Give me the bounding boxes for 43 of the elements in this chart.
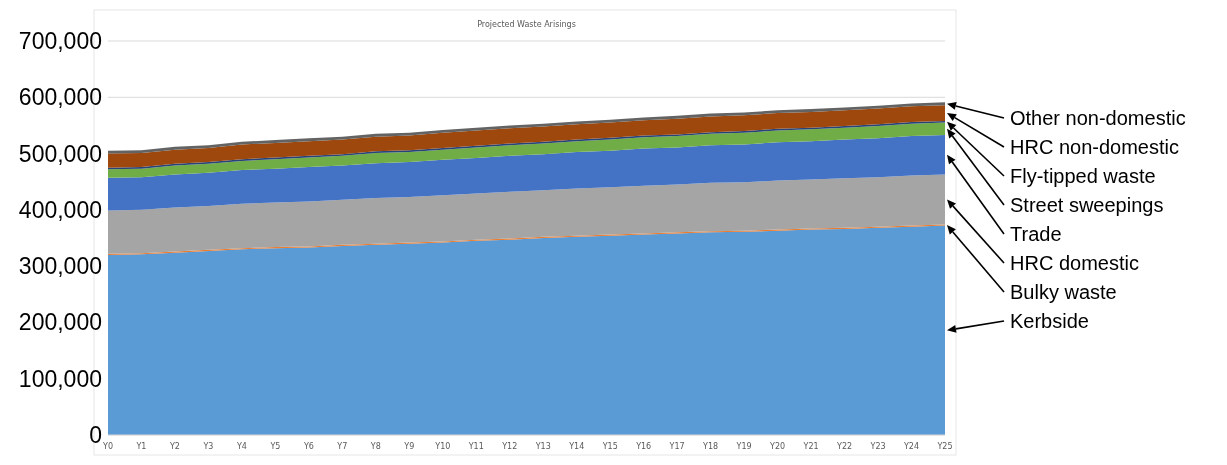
- x-tick-label: Y18: [702, 442, 719, 451]
- x-tick-label: Y17: [668, 442, 685, 451]
- x-tick-label: Y25: [936, 442, 953, 451]
- y-tick-label: 300,000: [18, 253, 102, 280]
- x-tick-label: Y9: [403, 442, 415, 451]
- text: Fly-tipped waste: [1010, 165, 1156, 187]
- x-tick-label: Y1: [135, 442, 147, 451]
- y-tick-label: 0: [89, 422, 102, 449]
- x-tick-label: Y0: [102, 442, 113, 451]
- text: HRC domestic: [1010, 252, 1139, 274]
- x-tick-label: Y11: [467, 442, 484, 451]
- x-tick-label: Y22: [836, 442, 853, 451]
- text: Kerbside: [1010, 310, 1089, 332]
- x-tick-label: Y21: [802, 442, 819, 451]
- text: Other non-domestic: [1010, 107, 1186, 129]
- x-tick-label: Y2: [168, 442, 180, 451]
- x-tick-label: Y15: [601, 442, 618, 451]
- x-tick-label: Y7: [336, 442, 348, 451]
- x-tick-label: Y13: [534, 442, 551, 451]
- chart-title: Projected Waste Arisings: [477, 20, 576, 29]
- x-tick-label: Y23: [869, 442, 886, 451]
- y-tick-label: 100,000: [18, 365, 102, 392]
- x-tick-label: Y16: [635, 442, 652, 451]
- y-tick-label: 200,000: [18, 309, 102, 336]
- x-tick-label: Y12: [501, 442, 518, 451]
- x-tick-label: Y20: [769, 442, 786, 451]
- x-tick-label: Y5: [269, 442, 281, 451]
- x-tick-label: Y14: [568, 442, 585, 451]
- text: Trade: [1010, 223, 1062, 245]
- text: Street sweepings: [1010, 194, 1164, 216]
- y-tick-label: 700,000: [18, 28, 102, 55]
- x-tick-label: Y6: [302, 442, 314, 451]
- x-tick-label: Y19: [735, 442, 752, 451]
- text: HRC non-domestic: [1010, 136, 1179, 158]
- y-tick-label: 500,000: [18, 140, 102, 167]
- x-tick-label: Y4: [235, 442, 247, 451]
- x-tick-label: Y3: [202, 442, 214, 451]
- text: Bulky waste: [1010, 281, 1117, 303]
- x-tick-label: Y24: [902, 442, 920, 451]
- x-tick-label: Y10: [434, 442, 451, 451]
- x-tick-label: Y8: [369, 442, 381, 451]
- y-tick-label: 600,000: [18, 84, 102, 111]
- y-tick-label: 400,000: [18, 196, 102, 223]
